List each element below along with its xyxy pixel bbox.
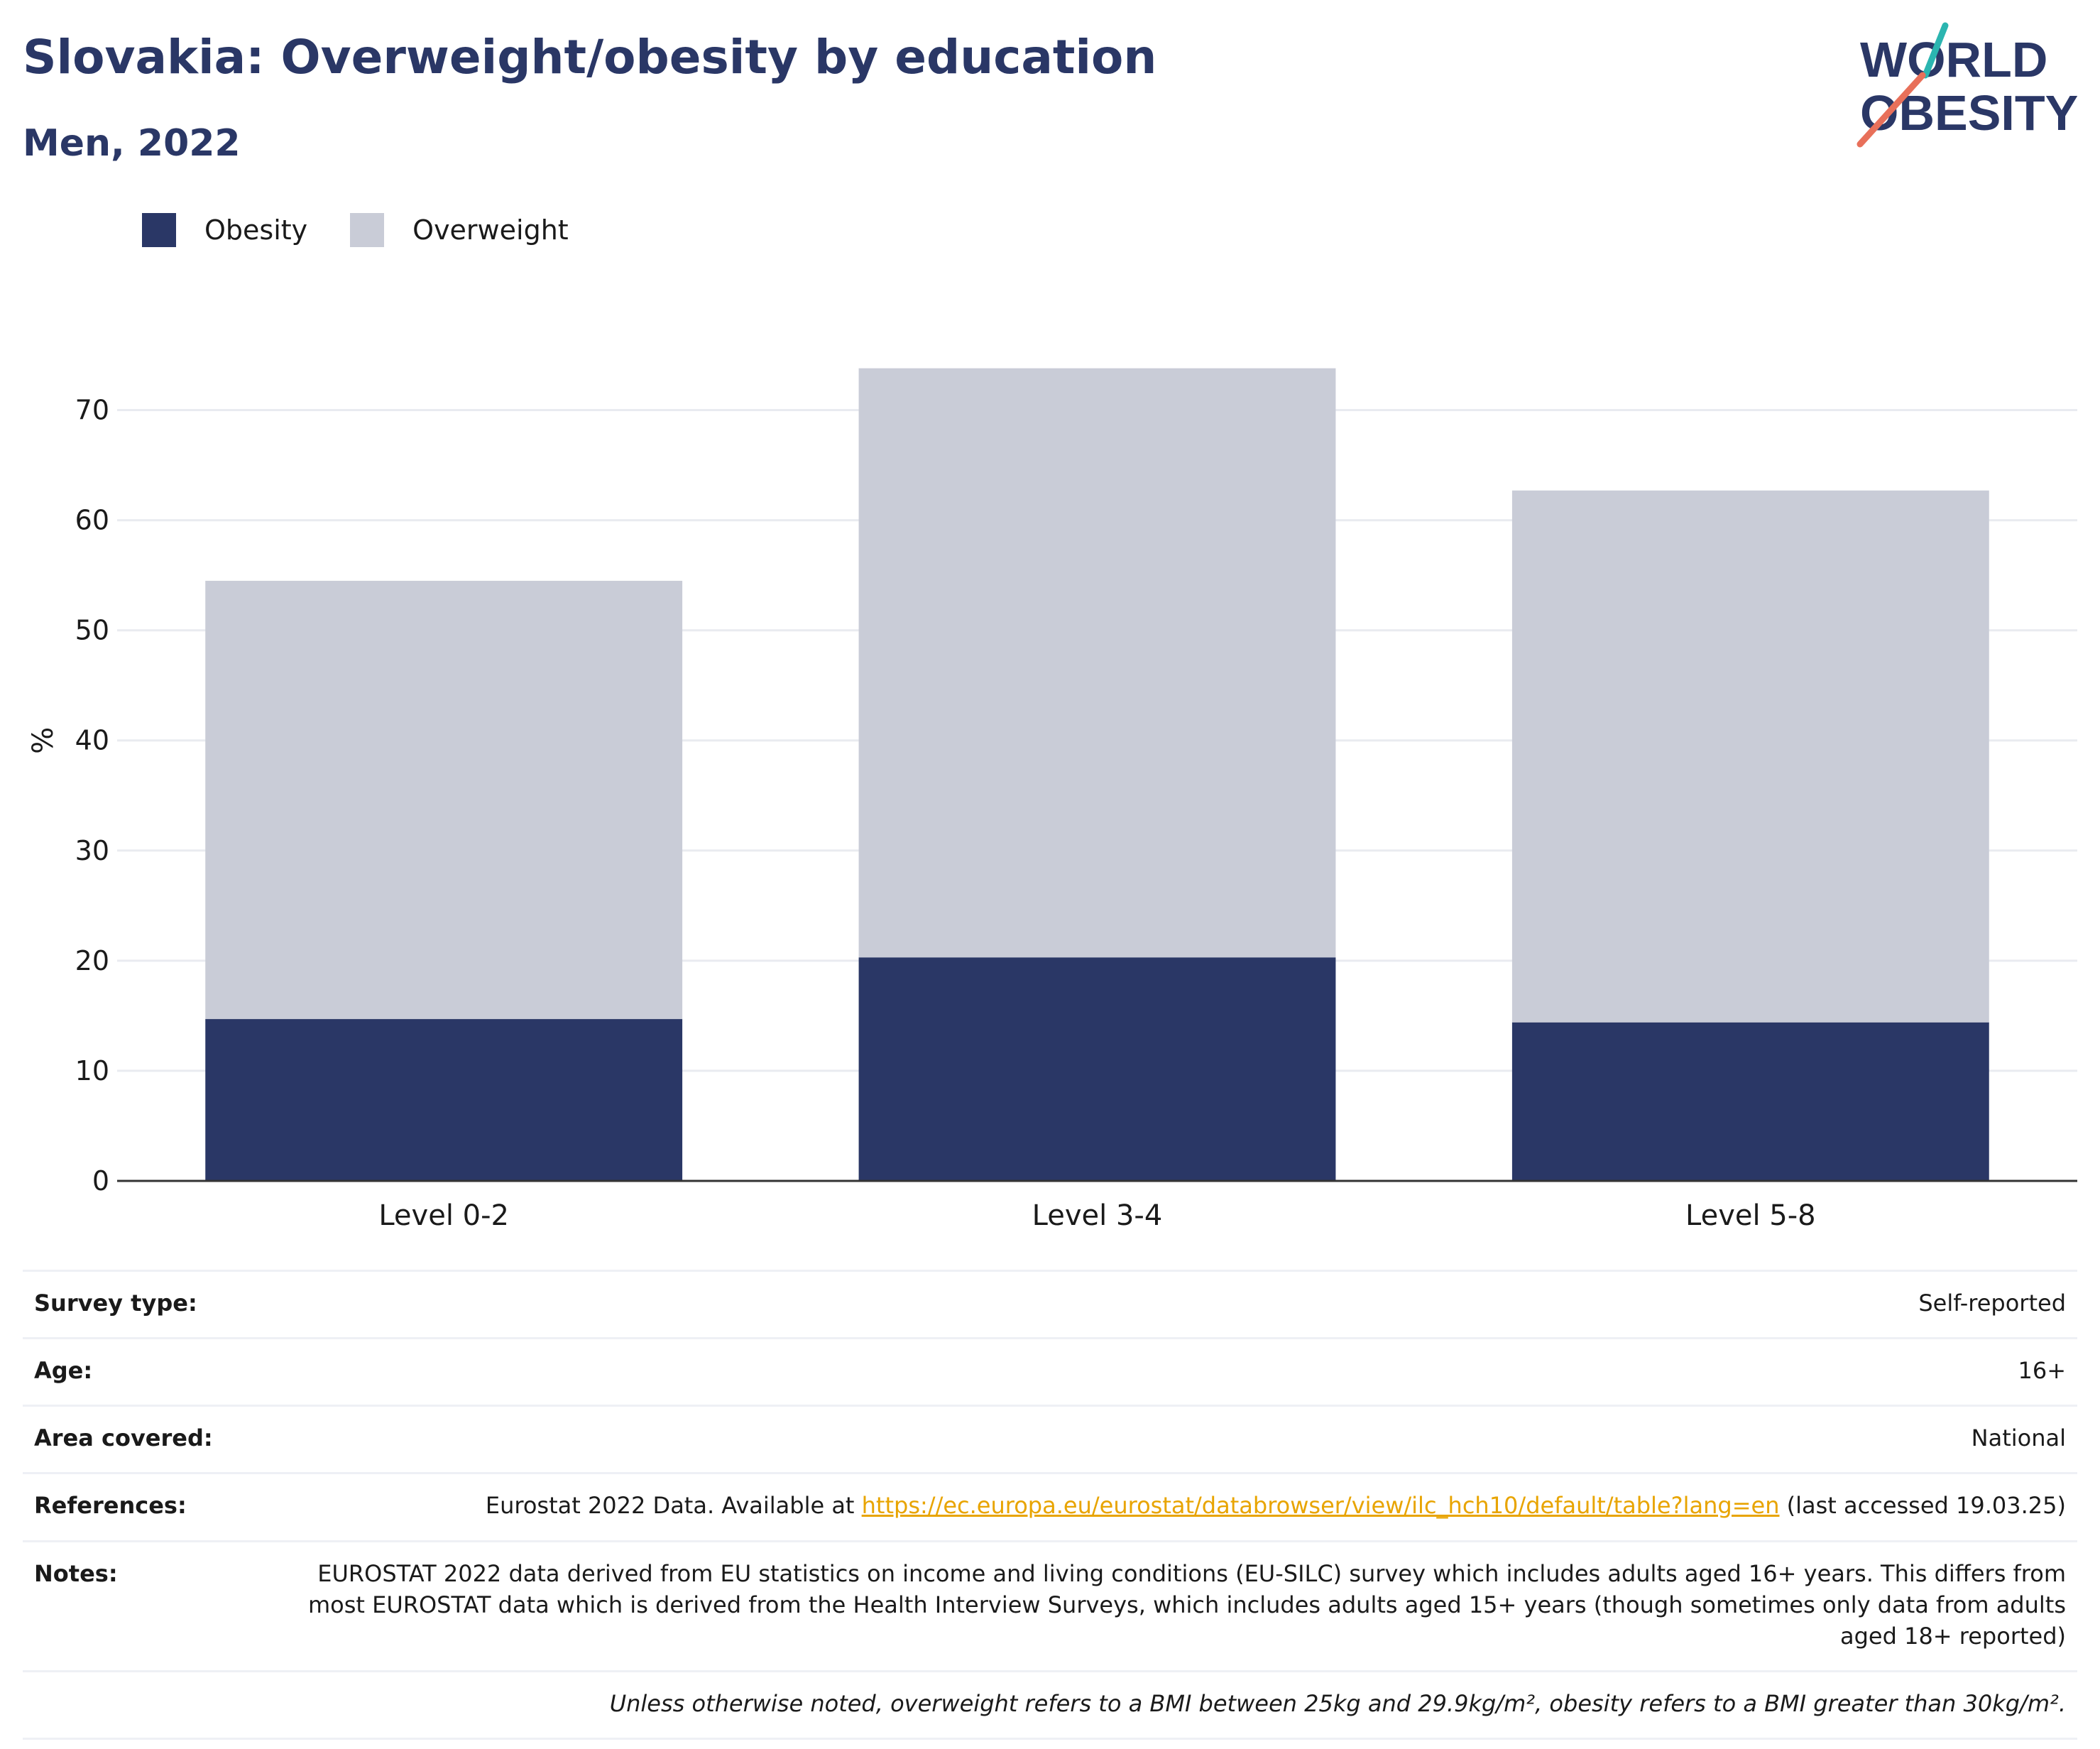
- legend-label-overweight: Overweight: [412, 214, 569, 246]
- survey-type-value: Self-reported: [273, 1269, 2077, 1339]
- y-tick-label: 50: [75, 615, 109, 646]
- bar-overweight-2[interactable]: [858, 368, 1336, 958]
- logo-slash-coral: [1856, 72, 1926, 148]
- notes-label: Notes:: [23, 1540, 273, 1672]
- age-value: 16+: [273, 1337, 2077, 1406]
- legend: Obesity Overweight: [142, 213, 611, 247]
- survey-type-label: Survey type:: [23, 1269, 273, 1339]
- references-prefix: Eurostat 2022 Data. Available at: [485, 1492, 862, 1520]
- y-tick-label: 20: [75, 945, 109, 976]
- legend-item-obesity[interactable]: Obesity: [142, 213, 307, 247]
- info-row-notes: Notes: EUROSTAT 2022 data derived from E…: [23, 1540, 2077, 1672]
- legend-item-overweight[interactable]: Overweight: [350, 213, 569, 247]
- x-tick-label: Level 3-4: [1032, 1199, 1163, 1232]
- world-obesity-logo: WORLD OBESITY: [1856, 22, 2078, 148]
- area-label: Area covered:: [23, 1405, 273, 1473]
- info-table: Survey type: Self-reported Age: 16+ Area…: [23, 1269, 2077, 1740]
- legend-swatch-overweight: [350, 213, 385, 247]
- chart-title: Slovakia: Overweight/obesity by educatio…: [23, 30, 1157, 85]
- references-link[interactable]: https://ec.europa.eu/eurostat/databrowse…: [861, 1492, 1780, 1520]
- y-tick-label: 60: [75, 505, 109, 536]
- bar-obesity-3[interactable]: [1511, 1022, 1989, 1181]
- bar-obesity-2[interactable]: [858, 957, 1336, 1181]
- references-suffix: (last accessed 19.03.25): [1779, 1492, 2066, 1520]
- logo-word-obesity: OBESITY: [1860, 85, 2078, 141]
- stacked-bar-chart: 0 10 20 30 40 50 60 70% Level 0-2 Level 3-4 Level …: [27, 368, 2077, 1232]
- bar-overweight-1[interactable]: [205, 580, 683, 1020]
- info-row-survey-type: Survey type: Self-reported: [23, 1269, 2077, 1339]
- y-tick-label: 70: [75, 395, 109, 426]
- references-value: Eurostat 2022 Data. Available at https:/…: [273, 1472, 2077, 1542]
- y-tick-label: 10: [75, 1055, 109, 1086]
- age-label: Age:: [23, 1337, 273, 1406]
- info-row-age: Age: 16+: [23, 1337, 2077, 1406]
- legend-swatch-obesity: [142, 213, 176, 247]
- logo-word-world: WORLD: [1860, 32, 2047, 87]
- y-tick-label: 40: [75, 725, 109, 756]
- y-tick-label: 0: [92, 1165, 109, 1197]
- area-value: National: [273, 1405, 2077, 1473]
- y-axis-label: %: [27, 727, 60, 754]
- logo-slash-teal: [1922, 22, 1949, 79]
- x-tick-label: Level 5-8: [1685, 1199, 1816, 1232]
- info-row-area: Area covered: National: [23, 1405, 2077, 1473]
- references-label: References:: [23, 1472, 273, 1542]
- bar-overweight-3[interactable]: [1511, 490, 1989, 1023]
- y-tick-label: 30: [75, 835, 109, 866]
- notes-value: EUROSTAT 2022 data derived from EU stati…: [273, 1540, 2077, 1672]
- bar-obesity-1[interactable]: [205, 1019, 683, 1181]
- info-row-definition: Unless otherwise noted, overweight refer…: [23, 1670, 2077, 1740]
- x-tick-label: Level 0-2: [378, 1199, 509, 1232]
- bmi-definition-note: Unless otherwise noted, overweight refer…: [23, 1670, 2077, 1740]
- legend-label-obesity: Obesity: [204, 214, 308, 246]
- chart-subtitle: Men, 2022: [23, 122, 241, 165]
- info-row-references: References: Eurostat 2022 Data. Availabl…: [23, 1472, 2077, 1542]
